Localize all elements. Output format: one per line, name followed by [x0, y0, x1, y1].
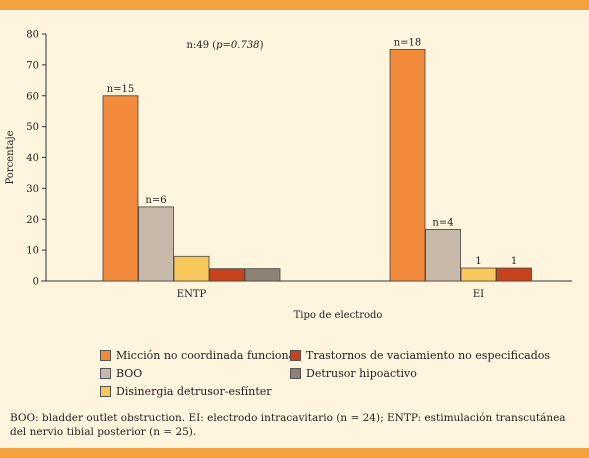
- legend-swatch-detrusor: [290, 368, 301, 379]
- bar: [138, 206, 174, 282]
- bar: [460, 267, 497, 282]
- legend-item: Trastornos de vaciamiento no especificad…: [290, 349, 550, 362]
- bar-data-label: 1: [475, 256, 481, 267]
- y-tick-label: 50: [26, 122, 39, 133]
- legend-swatch-boo: [100, 368, 111, 379]
- footnote: BOO: bladder outlet obstruction. EI: ele…: [10, 411, 570, 439]
- legend-label: Trastornos de vaciamiento no especificad…: [306, 349, 551, 362]
- legend-swatch-disinergia: [100, 386, 111, 397]
- y-tick-label: 70: [26, 60, 39, 71]
- legend-item: Micción no coordinada funcional: [100, 349, 299, 362]
- legend-item: BOO: [100, 367, 142, 380]
- x-tick-label: ENTP: [177, 289, 207, 300]
- bar: [173, 255, 210, 282]
- y-tick-label: 30: [26, 184, 39, 195]
- bar-chart: 0 10 20 30 40 50 60 70 80 Porcentaje n=15 n=6 ENTP n=…: [5, 30, 572, 321]
- bar-data-label: n=15: [107, 84, 135, 95]
- y-tick-label: 10: [26, 246, 39, 257]
- bar-data-label: n=18: [394, 37, 422, 48]
- legend-item: Detrusor hipoactivo: [290, 367, 417, 380]
- legend-label: Micción no coordinada funcional: [116, 349, 299, 362]
- y-tick-label: 60: [26, 91, 39, 102]
- legend-swatch-miccion: [100, 350, 111, 361]
- bar-data-label: n=4: [432, 217, 453, 228]
- annotation-text: n:49 (p=0.738): [187, 40, 264, 51]
- y-tick-label: 40: [26, 153, 39, 164]
- legend-swatch-trastornos: [290, 350, 301, 361]
- footnote-line: del nervio tibial posterior (n = 25).: [10, 426, 197, 438]
- legend-label: BOO: [116, 367, 143, 380]
- bar: [102, 95, 139, 282]
- y-tick-label: 0: [33, 277, 39, 288]
- y-tick-label: 20: [26, 215, 39, 226]
- bar-data-label: 1: [511, 256, 517, 267]
- x-tick-label: EI: [473, 289, 484, 300]
- bar-data-label: n=6: [145, 195, 166, 206]
- legend-label: Detrusor hipoactivo: [306, 367, 417, 380]
- y-axis-title: Porcentaje: [5, 130, 16, 184]
- y-tick-label: 80: [26, 30, 39, 41]
- bar: [496, 267, 532, 282]
- x-axis-title: Tipo de electrodo: [294, 310, 383, 321]
- bar: [209, 268, 245, 282]
- legend-item: Disinergia detrusor-esfínter: [100, 385, 272, 398]
- bar: [244, 268, 281, 282]
- bar: [389, 49, 426, 282]
- legend-label: Disinergia detrusor-esfínter: [116, 385, 272, 398]
- footnote-line: BOO: bladder outlet obstruction. EI: ele…: [10, 412, 566, 424]
- bar: [425, 229, 461, 282]
